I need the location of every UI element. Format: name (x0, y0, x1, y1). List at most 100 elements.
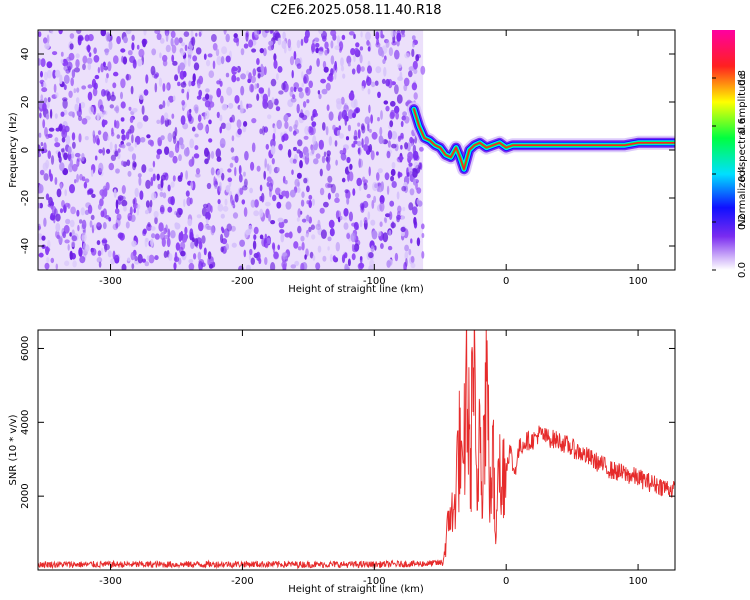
noise-speckle (44, 262, 50, 270)
noise-speckle (186, 91, 190, 101)
noise-speckle (294, 178, 300, 187)
noise-speckle (217, 203, 224, 212)
noise-speckle (351, 143, 356, 148)
noise-speckle (154, 82, 158, 93)
noise-speckle (381, 138, 385, 145)
noise-speckle (231, 200, 235, 206)
noise-speckle (97, 250, 102, 257)
noise-speckle (296, 172, 302, 179)
noise-speckle (323, 201, 329, 208)
spectrogram-y-tick-label: 40 (20, 48, 31, 61)
noise-speckle (120, 101, 126, 109)
noise-speckle (374, 80, 379, 86)
noise-speckle (54, 69, 61, 78)
noise-speckle (134, 255, 138, 262)
noise-speckle (391, 143, 397, 149)
noise-speckle (353, 109, 357, 117)
noise-speckle (138, 93, 145, 100)
noise-speckle (329, 254, 333, 262)
noise-speckle (167, 119, 172, 126)
noise-speckle (363, 144, 368, 152)
noise-speckle (321, 155, 326, 164)
noise-speckle (154, 233, 160, 240)
noise-speckle (243, 249, 247, 258)
noise-speckle (379, 126, 383, 136)
noise-speckle (174, 74, 179, 82)
noise-speckle (367, 65, 372, 74)
noise-speckle (132, 108, 138, 113)
noise-speckle (191, 36, 196, 47)
noise-speckle (407, 151, 414, 161)
noise-speckle (340, 152, 347, 161)
noise-speckle (251, 118, 257, 124)
noise-speckle (408, 171, 413, 178)
noise-speckle (103, 243, 110, 251)
noise-speckle (281, 260, 288, 269)
noise-speckle (167, 184, 171, 192)
noise-speckle (404, 142, 409, 150)
snr-x-label: Height of straight line (km) (288, 584, 424, 595)
noise-speckle (256, 165, 261, 172)
noise-speckle (59, 74, 63, 85)
noise-speckle (115, 105, 120, 114)
noise-speckle (115, 199, 119, 210)
spectrogram-noise-region (38, 30, 426, 270)
noise-speckle (163, 112, 169, 121)
noise-speckle (305, 86, 311, 96)
noise-speckle (262, 93, 268, 104)
noise-speckle (359, 46, 364, 51)
noise-speckle (38, 132, 42, 138)
noise-speckle (54, 113, 58, 119)
noise-speckle (116, 36, 121, 45)
spectrogram-x-tick-label: 0 (503, 276, 509, 287)
noise-speckle (73, 88, 77, 94)
noise-speckle (308, 127, 314, 136)
noise-speckle (317, 90, 321, 95)
snr-x-tick-label: 100 (629, 576, 648, 587)
noise-speckle (260, 63, 264, 72)
noise-speckle (243, 121, 248, 127)
noise-speckle (126, 142, 132, 147)
noise-speckle (356, 140, 362, 147)
noise-speckle (361, 138, 364, 148)
noise-speckle (326, 162, 331, 171)
noise-speckle (58, 30, 63, 35)
noise-speckle (386, 185, 390, 195)
noise-speckle (84, 34, 90, 42)
noise-speckle (197, 122, 204, 131)
spectrogram-x-tick-label: 100 (629, 276, 648, 287)
noise-speckle (144, 209, 149, 215)
noise-speckle (126, 159, 131, 167)
noise-speckle (99, 104, 104, 112)
noise-speckle (72, 141, 76, 149)
noise-speckle (368, 104, 371, 114)
noise-speckle (167, 132, 173, 143)
noise-speckle (335, 210, 342, 220)
noise-speckle (408, 70, 413, 78)
noise-speckle (144, 261, 150, 267)
noise-speckle (328, 74, 334, 83)
noise-speckle (398, 156, 404, 161)
noise-speckle (129, 206, 133, 215)
noise-speckle (412, 42, 415, 48)
noise-speckle (298, 91, 304, 99)
noise-speckle (150, 226, 156, 231)
noise-speckle (87, 63, 92, 71)
noise-speckle (216, 156, 222, 162)
noise-speckle (311, 198, 315, 206)
noise-speckle (257, 73, 261, 79)
noise-speckle (149, 199, 153, 208)
noise-speckle (312, 255, 316, 261)
noise-speckle (79, 256, 86, 264)
noise-speckle (308, 194, 313, 200)
noise-speckle (414, 135, 418, 144)
noise-speckle (272, 194, 277, 202)
noise-speckle (297, 246, 302, 251)
noise-speckle (81, 152, 85, 162)
noise-speckle (270, 145, 276, 155)
noise-speckle (292, 158, 297, 164)
noise-speckle (367, 46, 371, 52)
noise-speckle (348, 211, 353, 222)
noise-speckle (239, 239, 246, 247)
